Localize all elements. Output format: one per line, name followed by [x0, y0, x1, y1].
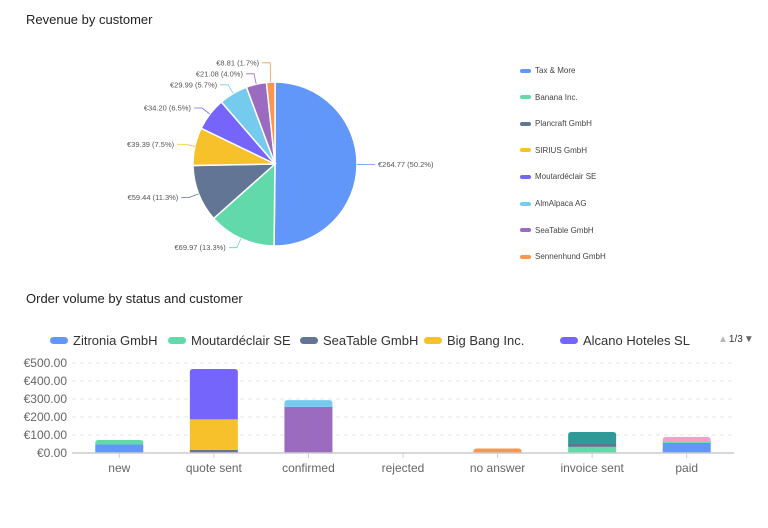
y-tick-label: €500.00 [24, 356, 68, 370]
pie-leader-line [220, 84, 234, 94]
pie-leader-line [228, 238, 242, 249]
pie-legend-item[interactable]: Plancraft GmbH [520, 119, 592, 128]
bar-legend-item[interactable]: Zitronia GmbH [50, 333, 158, 348]
legend-next-icon[interactable]: ▼ [743, 334, 754, 345]
pie-chart-title: Revenue by customer [26, 12, 153, 27]
legend-swatch [520, 121, 531, 126]
pie-data-label: €34.20 (6.5%) [144, 104, 192, 113]
pie-slice [273, 81, 358, 247]
legend-swatch [300, 337, 318, 344]
legend-page: 1/3 [728, 334, 743, 345]
x-tick-label: invoice sent [560, 461, 624, 475]
pie-legend-item[interactable]: Sennenhund GmbH [520, 252, 606, 261]
legend-swatch [560, 337, 578, 344]
legend-label: SeaTable GmbH [535, 225, 594, 235]
y-tick-label: €200.00 [24, 410, 68, 424]
bar-chart-title: Order volume by status and customer [26, 291, 243, 306]
pie-data-label: €59.44 (11.3%) [128, 193, 179, 202]
pie-legend-item[interactable]: Banana Inc. [520, 93, 578, 102]
legend-label: Sennenhund GmbH [535, 252, 606, 262]
pie-data-label: €264.77 (50.2%) [378, 160, 434, 169]
y-tick-label: €0.00 [37, 446, 67, 460]
pie-legend-item[interactable]: SIRIUS GmbH [520, 146, 587, 155]
legend-swatch [424, 337, 442, 344]
bar-segment [284, 400, 333, 407]
legend-swatch [50, 337, 68, 344]
pie-chart: €264.77 (50.2%) €69.97 (13.3%) €59.44 (11.… [127, 58, 434, 252]
legend-label: SIRIUS GmbH [535, 145, 588, 155]
pie-leader-line [193, 107, 211, 115]
legend-swatch [520, 228, 531, 233]
x-tick-label: rejected [382, 461, 425, 475]
bar-segment [568, 431, 617, 444]
y-tick-label: €400.00 [24, 374, 68, 388]
bar-segment [189, 449, 238, 453]
legend-prev-icon[interactable]: ▲ [718, 334, 728, 345]
bar-segment [189, 368, 238, 420]
pie-legend-item[interactable]: Moutardéclair SE [520, 172, 596, 181]
legend-swatch [520, 68, 531, 73]
legend-label: Big Bang Inc. [447, 333, 525, 348]
legend-label: Banana Inc. [535, 92, 578, 102]
legend-label: SeaTable GmbH [323, 333, 419, 348]
bar-segment [662, 436, 711, 443]
pie-slice [212, 162, 276, 247]
legend-label: Tax & More [535, 66, 576, 75]
x-tick-label: paid [675, 461, 698, 475]
bar-legend-item[interactable]: Alcano Hoteles SL [560, 333, 690, 348]
bar-segment [568, 446, 617, 453]
pie-legend-item[interactable]: AlmAlpaca AG [520, 199, 587, 208]
pie-data-label: €8.81 (1.7%) [216, 58, 259, 67]
pie-leader-line [245, 73, 257, 85]
legend-label: Zitronia GmbH [73, 333, 158, 348]
pie-leader-line [177, 143, 195, 147]
legend-label: AlmAlpaca AG [535, 199, 587, 208]
pie-leader-line [262, 62, 272, 83]
legend-swatch [520, 148, 531, 153]
pie-legend-item[interactable]: SeaTable GmbH [520, 226, 594, 235]
legend-swatch [168, 337, 186, 344]
legend-label: Moutardéclair SE [535, 172, 597, 182]
pie-leader-line [181, 193, 199, 198]
bar-segment [95, 440, 144, 445]
legend-swatch [520, 201, 531, 206]
x-tick-label: no answer [470, 461, 525, 475]
bar-legend-item[interactable]: Moutardéclair SE [168, 333, 291, 348]
bar-segment [473, 448, 522, 453]
y-tick-label: €300.00 [24, 392, 68, 406]
y-tick-label: €100.00 [24, 428, 68, 442]
bar-legend-item[interactable]: SeaTable GmbH [300, 333, 418, 348]
x-tick-label: quote sent [186, 461, 243, 475]
x-tick-label: new [108, 461, 130, 475]
legend-swatch [520, 254, 531, 259]
legend-pager: ▲ 1/3 ▼ [718, 334, 754, 345]
pie-data-label: €69.97 (13.3%) [175, 243, 227, 252]
bar-segment [662, 442, 711, 443]
x-tick-label: confirmed [282, 461, 335, 475]
pie-legend-item[interactable]: Tax & More [520, 66, 575, 75]
bar-segment [189, 419, 238, 450]
bar-segment [284, 406, 333, 453]
legend-label: Moutardéclair SE [191, 333, 291, 348]
legend-swatch [520, 95, 531, 100]
bar-legend-item[interactable]: Big Bang Inc. [424, 333, 524, 348]
pie-data-label: €29.99 (5.7%) [170, 80, 218, 89]
legend-label: Alcano Hoteles SL [583, 333, 690, 348]
legend-swatch [520, 174, 531, 179]
bar-segment [568, 444, 617, 447]
legend-label: Plancraft GmbH [535, 119, 592, 129]
bar-segment [662, 442, 711, 453]
bar-segment [95, 444, 144, 453]
pie-data-label: €39.39 (7.5%) [127, 140, 175, 149]
pie-data-label: €21.08 (4.0%) [196, 69, 244, 78]
